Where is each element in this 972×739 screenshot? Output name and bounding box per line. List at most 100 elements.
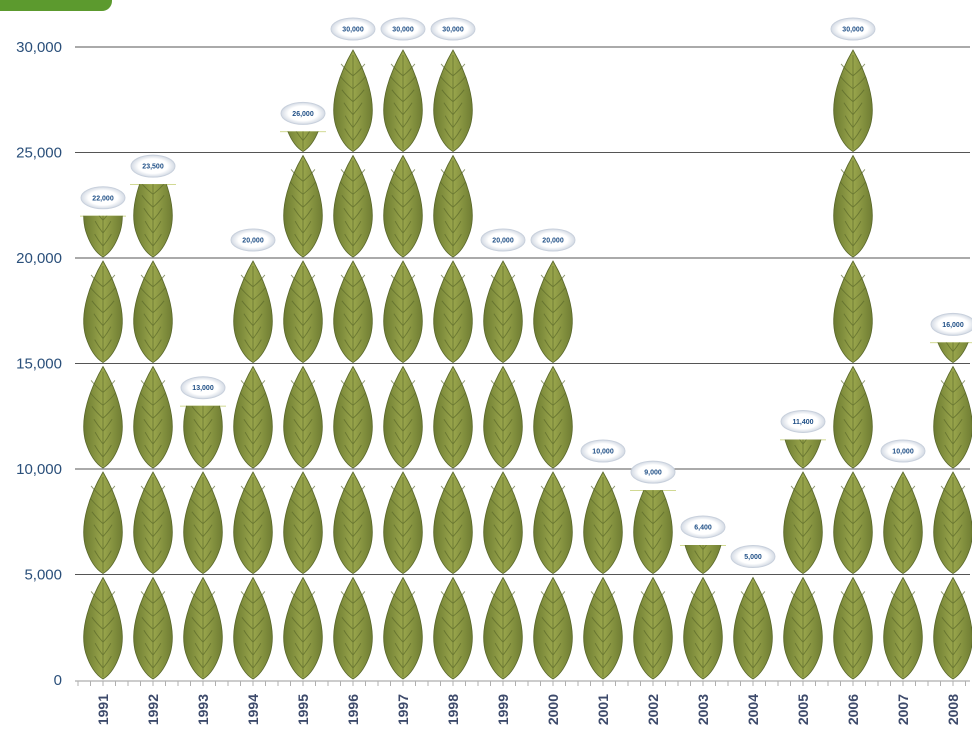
value-label: 9,000 [630,460,676,484]
leaf-icon [933,576,972,680]
leaf-column [280,131,326,680]
leaf-column [130,184,176,680]
x-tick-label: 2002 [645,694,661,725]
leaf-icon [80,215,126,258]
leaf-icon [933,365,972,469]
label-cloud [530,228,576,252]
leaf-veins [490,265,516,361]
leaf-icon [683,576,723,680]
leaf-icon [383,365,423,469]
leaf-veins [740,582,766,677]
value-label-text: 30,000 [442,27,464,34]
leaf-veins [890,582,916,677]
value-label: 10,000 [580,439,626,463]
leaf-veins [190,476,216,572]
leaf-veins [140,476,166,572]
leaf-column [630,490,676,680]
leaf-icon [533,365,573,469]
leaf-icon [833,49,873,152]
leaf-icon [483,576,523,680]
label-cloud [280,101,326,125]
value-label-text: 30,000 [342,27,364,34]
label-cloud [880,439,926,463]
label-cloud [330,17,376,41]
leaf-veins [140,371,166,466]
leaf-icon [630,490,676,574]
leaf-icon [333,260,373,363]
value-label-text: 6,400 [694,524,712,531]
leaf-veins [840,160,866,255]
leaf-veins [840,371,866,466]
leaf-veins [390,160,416,255]
leaf-icon [533,471,573,574]
value-label: 16,000 [930,312,972,336]
value-label-text: 11,400 [792,419,813,426]
leaf-icon [83,471,123,574]
leaf-icon [233,365,273,469]
leaf-icon [933,471,972,574]
leaf-veins [240,476,266,572]
label-cloud [380,17,426,41]
x-tick-label: 2007 [895,694,911,725]
leaf-column [583,471,623,680]
x-tick-label: 1999 [495,694,511,725]
leaf-column [483,260,523,680]
x-tick-label: 1991 [95,694,111,725]
label-cloud [930,312,972,336]
leaf-icon [833,154,873,258]
value-label: 20,000 [530,228,576,252]
leaf-icon [333,49,373,152]
leaf-icon [383,576,423,680]
leaf-veins [490,371,516,466]
leaf-veins [240,582,266,677]
x-tick-label: 2003 [695,694,711,725]
leaf-icon [333,154,373,258]
leaf-veins [340,54,366,150]
leaf-icon [780,439,826,469]
x-tick-label: 2001 [595,694,611,725]
leaf-column [883,471,923,680]
label-cloud [730,545,776,568]
value-label-text: 20,000 [542,238,564,245]
leaf-veins [340,476,366,572]
leaf-icon [733,576,773,680]
leaf-icon [783,576,823,680]
value-label-text: 30,000 [842,27,864,34]
x-tick-label: 2008 [945,694,961,725]
value-label: 11,400 [780,409,826,433]
leaf-veins [390,371,416,466]
leaf-column [733,576,773,680]
corner-badge [0,0,112,11]
leaf-icon [633,576,673,680]
leaf-veins [540,265,566,361]
x-tick-label: 1994 [245,694,261,725]
label-cloud [580,439,626,463]
leaf-column [680,544,726,680]
leaf-veins [840,265,866,361]
value-label-text: 20,000 [492,238,514,245]
value-label-text: 30,000 [392,27,414,34]
label-cloud [480,228,526,252]
x-tick-label: 1995 [295,694,311,725]
x-tick-label: 1998 [445,694,461,725]
value-label: 26,000 [280,101,326,125]
leaf-icon [133,260,173,363]
label-cloud [430,17,476,41]
leaf-veins [440,54,466,150]
leaf-icon [483,260,523,363]
y-tick-label: 20,000 [16,250,62,267]
leaf-column [383,49,423,680]
value-label-text: 20,000 [242,238,264,245]
label-cloud [80,186,126,210]
value-label-text: 22,000 [92,195,114,202]
leaf-veins [140,265,166,361]
leaf-veins [794,439,812,466]
leaf-icon [583,576,623,680]
value-label: 30,000 [430,17,476,41]
leaf-icon [883,471,923,574]
leaf-veins [340,265,366,361]
leaf-icon [283,365,323,469]
leaf-veins [490,582,516,677]
leaf-icon [383,260,423,363]
